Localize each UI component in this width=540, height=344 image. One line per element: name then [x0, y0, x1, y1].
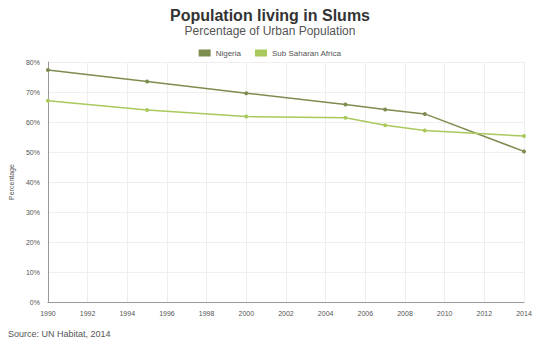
svg-text:2008: 2008 [397, 310, 413, 317]
svg-text:80%: 80% [26, 59, 40, 66]
svg-text:Nigeria: Nigeria [216, 49, 242, 58]
svg-text:70%: 70% [26, 89, 40, 96]
svg-text:1992: 1992 [80, 310, 96, 317]
svg-text:Source: UN Habitat, 2014: Source: UN Habitat, 2014 [8, 329, 111, 339]
svg-text:1990: 1990 [40, 310, 56, 317]
svg-text:60%: 60% [26, 119, 40, 126]
svg-text:50%: 50% [26, 149, 40, 156]
svg-text:2010: 2010 [437, 310, 453, 317]
svg-text:1998: 1998 [199, 310, 215, 317]
svg-text:2006: 2006 [358, 310, 374, 317]
svg-text:Sub Saharan Africa: Sub Saharan Africa [272, 49, 341, 58]
svg-text:40%: 40% [26, 179, 40, 186]
svg-text:Percentage of Urban Population: Percentage of Urban Population [185, 24, 356, 38]
svg-text:0%: 0% [30, 299, 40, 306]
svg-text:1996: 1996 [159, 310, 175, 317]
svg-text:Percentage: Percentage [8, 164, 16, 200]
svg-text:2000: 2000 [238, 310, 254, 317]
svg-text:10%: 10% [26, 269, 40, 276]
svg-text:1994: 1994 [119, 310, 135, 317]
svg-text:2004: 2004 [318, 310, 334, 317]
svg-text:2002: 2002 [278, 310, 294, 317]
svg-text:Population living in Slums: Population living in Slums [170, 7, 370, 24]
svg-text:2014: 2014 [516, 310, 532, 317]
svg-text:2012: 2012 [477, 310, 493, 317]
svg-text:20%: 20% [26, 239, 40, 246]
svg-text:30%: 30% [26, 209, 40, 216]
